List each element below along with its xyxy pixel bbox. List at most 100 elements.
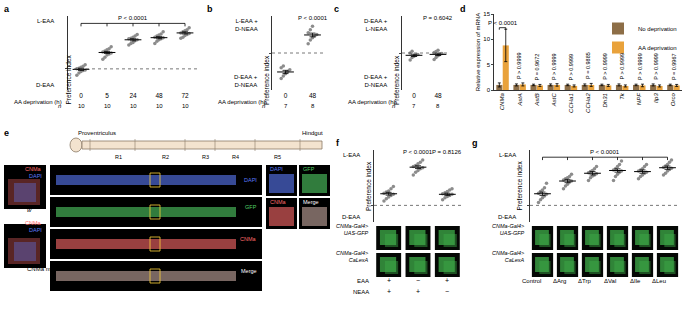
- svg-text:0: 0: [284, 92, 288, 99]
- svg-text:10: 10: [182, 103, 189, 109]
- svg-text:Preference index: Preference index: [263, 55, 270, 105]
- svg-text:L-EAA: L-EAA: [37, 18, 54, 24]
- svg-text:DAPI: DAPI: [29, 227, 42, 233]
- svg-text:P < 0.0001: P < 0.0001: [403, 149, 433, 155]
- svg-text:R2: R2: [162, 154, 169, 160]
- svg-text:7: 7: [412, 103, 416, 109]
- svg-text:ΔTrp: ΔTrp: [578, 278, 591, 284]
- svg-text:8: 8: [436, 103, 440, 109]
- svg-text:AA deprivation (h): AA deprivation (h): [14, 99, 62, 105]
- svg-text:d: d: [460, 4, 466, 14]
- svg-text:48: 48: [309, 92, 317, 99]
- svg-text:5: 5: [105, 92, 109, 99]
- svg-text:0: 0: [487, 87, 491, 93]
- svg-text:10: 10: [483, 36, 490, 42]
- svg-text:CNMa: CNMa: [240, 236, 257, 242]
- svg-text:Hindgut: Hindgut: [302, 130, 323, 136]
- svg-text:GFP: GFP: [303, 166, 315, 172]
- svg-text:Dh31: Dh31: [602, 93, 608, 107]
- svg-text:Proventriculus: Proventriculus: [78, 130, 116, 136]
- svg-text:R5: R5: [274, 154, 281, 160]
- svg-text:Preference index: Preference index: [516, 161, 523, 211]
- svg-text:ΔIle: ΔIle: [630, 278, 641, 284]
- svg-text:P > 0.9999: P > 0.9999: [568, 54, 574, 81]
- svg-text:L-EAA: L-EAA: [499, 152, 516, 158]
- svg-text:AstA: AstA: [517, 93, 523, 107]
- svg-text:n: n: [392, 103, 396, 109]
- svg-text:CNMa-Gal4>CaLexA: CNMa-Gal4>CaLexA: [336, 250, 369, 263]
- svg-text:g: g: [472, 138, 478, 148]
- svg-text:P = 0.9967: P = 0.9967: [671, 53, 677, 80]
- svg-text:ΔArg: ΔArg: [553, 278, 566, 284]
- svg-text:P > 0.9999: P > 0.9999: [551, 53, 557, 80]
- svg-text:ΔVal: ΔVal: [604, 278, 616, 284]
- svg-text:P > 0.9999: P > 0.9999: [653, 53, 659, 80]
- svg-text:P < 0.0001: P < 0.0001: [590, 149, 620, 155]
- svg-text:10: 10: [130, 103, 137, 109]
- svg-text:5: 5: [487, 62, 491, 68]
- svg-text:10: 10: [78, 103, 85, 109]
- svg-text:c: c: [334, 4, 339, 14]
- svg-text:D-EAA: D-EAA: [342, 214, 360, 220]
- svg-text:CNMa: CNMa: [270, 199, 287, 205]
- svg-text:+: +: [445, 277, 449, 284]
- svg-text:P > 0.9999: P > 0.9999: [516, 52, 522, 79]
- svg-text:P < 0.0001: P < 0.0001: [118, 15, 148, 21]
- svg-text:10: 10: [104, 103, 111, 109]
- svg-text:DAPI: DAPI: [244, 177, 257, 183]
- svg-text:D-EAA: D-EAA: [36, 82, 54, 88]
- svg-text:w​1118​: w​1118​: [27, 205, 41, 213]
- svg-text:R1: R1: [115, 154, 122, 160]
- svg-text:Preference index: Preference index: [65, 55, 72, 105]
- svg-text:−: −: [416, 277, 420, 284]
- svg-text:L-EAA: L-EAA: [343, 152, 360, 158]
- svg-text:ΔLeu: ΔLeu: [652, 278, 666, 284]
- svg-text:Merge: Merge: [241, 268, 257, 274]
- svg-text:CNMa-Gal4>UAS-GFP: CNMa-Gal4>UAS-GFP: [492, 223, 525, 236]
- svg-text:P = 0.8126: P = 0.8126: [432, 149, 462, 155]
- svg-text:P < 0.0001: P < 0.0001: [298, 15, 328, 21]
- svg-text:D-EAA +D-NEAA: D-EAA +D-NEAA: [234, 74, 258, 88]
- svg-text:Merge: Merge: [303, 199, 319, 205]
- svg-text:GFP: GFP: [245, 204, 257, 210]
- svg-text:P > 0.9999: P > 0.9999: [637, 53, 643, 80]
- svg-text:48: 48: [155, 92, 163, 99]
- svg-text:f: f: [336, 138, 340, 148]
- svg-text:CNMa mutant: CNMa mutant: [27, 266, 64, 272]
- svg-text:NPF: NPF: [636, 93, 642, 105]
- svg-text:a: a: [4, 4, 10, 14]
- svg-text:7: 7: [284, 103, 288, 109]
- svg-text:CCHa1: CCHa1: [568, 93, 574, 113]
- svg-text:Preference index: Preference index: [393, 55, 400, 105]
- svg-text:n: n: [262, 103, 266, 109]
- svg-text:D-EAA +D-NEAA: D-EAA +D-NEAA: [364, 74, 388, 88]
- svg-text:Preference index: Preference index: [365, 161, 372, 211]
- svg-text:CNMa: CNMa: [25, 166, 42, 172]
- svg-text:+: +: [416, 288, 420, 295]
- svg-text:NEAA: NEAA: [353, 289, 369, 295]
- svg-text:P = 0.9672: P = 0.9672: [534, 54, 540, 81]
- svg-text:72: 72: [181, 92, 189, 99]
- svg-text:AstB: AstB: [534, 93, 540, 107]
- svg-text:D-EAA: D-EAA: [498, 214, 516, 220]
- svg-text:e: e: [4, 128, 9, 138]
- svg-text:Orco: Orco: [670, 93, 676, 107]
- svg-text:−: −: [445, 288, 449, 295]
- svg-text:Tk: Tk: [619, 92, 625, 100]
- svg-text:+: +: [387, 277, 391, 284]
- svg-text:b: b: [207, 4, 213, 14]
- svg-text:No deprivation: No deprivation: [638, 26, 677, 32]
- svg-text:P > 0.9999: P > 0.9999: [619, 53, 625, 80]
- svg-text:P = 0.6042: P = 0.6042: [423, 15, 453, 21]
- svg-text:EAA: EAA: [357, 278, 369, 284]
- svg-text:15: 15: [483, 11, 490, 17]
- svg-text:AA deprivation (h): AA deprivation (h): [218, 99, 266, 105]
- svg-text:D-EAA +L-NEAA: D-EAA +L-NEAA: [364, 18, 388, 32]
- svg-text:CNMa: CNMa: [25, 220, 42, 226]
- svg-text:AA deprivation: AA deprivation: [638, 45, 677, 51]
- svg-text:CCHa2: CCHa2: [585, 93, 591, 113]
- svg-text:CNMa-Gal4>UAS-GFP: CNMa-Gal4>UAS-GFP: [336, 223, 369, 236]
- svg-text:0: 0: [79, 92, 83, 99]
- svg-text:R3: R3: [202, 154, 209, 160]
- svg-text:R4: R4: [232, 154, 239, 160]
